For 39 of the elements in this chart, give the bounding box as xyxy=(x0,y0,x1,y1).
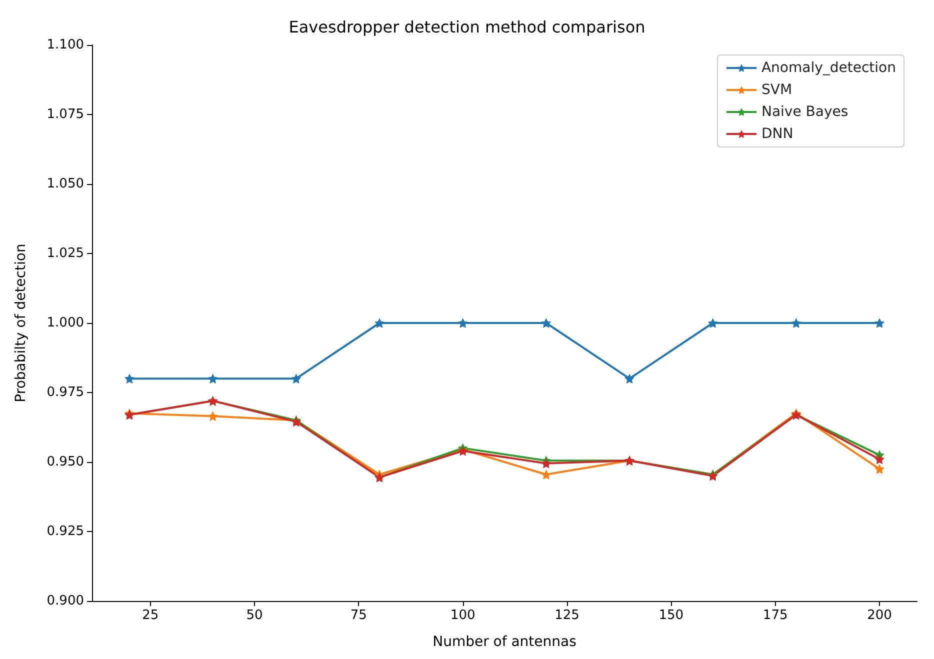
x-tick-label: 150 xyxy=(658,608,684,623)
legend-label: DNN xyxy=(761,126,794,142)
point xyxy=(708,318,718,328)
y-tick-label: 1.000 xyxy=(46,316,84,330)
point xyxy=(208,374,218,384)
point xyxy=(874,454,884,464)
x-tick-label: 50 xyxy=(246,608,263,623)
point xyxy=(541,458,552,468)
y-tick-label: 0.975 xyxy=(46,385,84,400)
point xyxy=(624,374,634,384)
point xyxy=(124,374,134,384)
y-tick-label: 1.025 xyxy=(46,246,84,261)
y-tick-label: 1.050 xyxy=(46,176,84,192)
x-tick-label: 75 xyxy=(350,608,367,623)
point xyxy=(374,318,384,328)
point xyxy=(541,470,552,480)
y-tick-label: 0.925 xyxy=(46,524,84,539)
x-tick-label: 175 xyxy=(762,608,788,623)
legend-label: Anomaly_detection xyxy=(761,60,896,76)
legend-label: Naive Bayes xyxy=(761,104,848,120)
point xyxy=(291,374,302,384)
legend-label: SVM xyxy=(761,82,792,98)
x-tick-label: 125 xyxy=(554,608,580,623)
point xyxy=(874,464,884,474)
x-tick-label: 200 xyxy=(867,608,892,623)
y-tick-label: 1.075 xyxy=(46,107,84,122)
y-tick-label: 1.100 xyxy=(46,38,84,52)
x-tick-label: 25 xyxy=(142,608,159,623)
chart-title: Eavesdropper detection method comparison xyxy=(288,18,646,36)
y-axis-title: Probabilty of detection xyxy=(13,244,29,402)
x-tick-label: 100 xyxy=(450,608,476,623)
y-tick-label: 0.950 xyxy=(46,454,84,470)
point xyxy=(458,318,468,328)
point xyxy=(791,318,802,328)
point xyxy=(208,411,218,422)
point xyxy=(874,318,884,328)
point xyxy=(541,318,552,328)
y-tick-label: 0.900 xyxy=(46,594,84,608)
x-axis-title: Number of antennas xyxy=(432,634,576,650)
